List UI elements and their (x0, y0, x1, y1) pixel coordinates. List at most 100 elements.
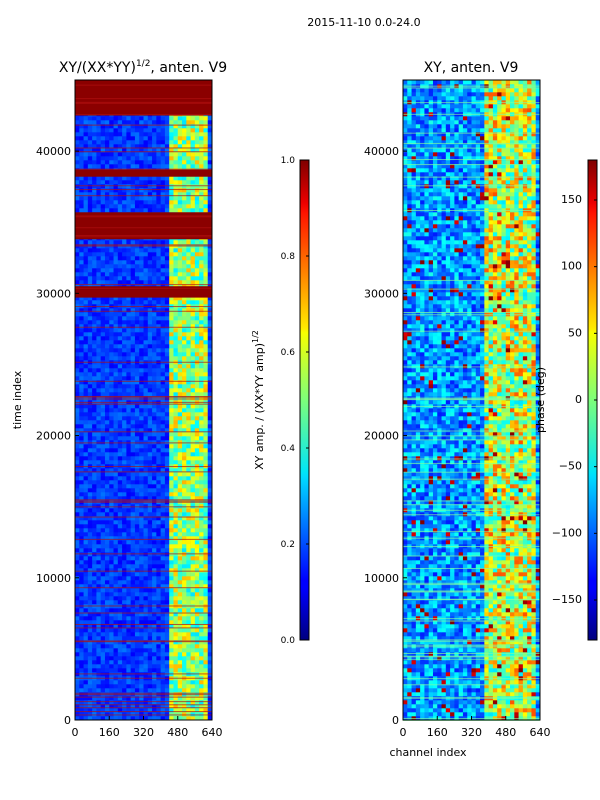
heatmap-cell (156, 680, 161, 685)
heatmap-cell (207, 296, 213, 301)
heatmap-cell (113, 372, 119, 377)
heatmap-cell (134, 176, 140, 181)
heatmap-cell (190, 352, 196, 357)
heatmap-cell (96, 248, 101, 253)
heatmap-cell (186, 252, 191, 257)
heatmap-cell (152, 516, 157, 521)
heatmap-cell (113, 532, 119, 537)
heatmap-cell (83, 332, 89, 337)
heatmap-cell (194, 308, 200, 313)
heatmap-cell (203, 452, 209, 457)
heatmap-cell (104, 680, 110, 685)
heatmap-cell (164, 416, 170, 421)
heatmap-cell (134, 324, 140, 329)
heatmap-cell (126, 608, 131, 613)
heatmap-cell (207, 324, 213, 329)
heatmap-cell (109, 336, 114, 341)
heatmap-cell (134, 652, 140, 657)
heatmap-cell (177, 328, 183, 333)
heatmap-cell (199, 380, 204, 385)
heatmap-cell (177, 484, 183, 489)
heatmap-cell (113, 704, 119, 709)
heatmap-cell (194, 276, 200, 281)
heatmap-cell (164, 688, 170, 693)
heatmap-cell (92, 120, 97, 125)
heatmap-cell (83, 416, 89, 421)
heatmap-cell (194, 644, 200, 649)
heatmap-cell (117, 520, 123, 525)
heatmap-cell (152, 688, 157, 693)
heatmap-cell (169, 368, 174, 373)
heatmap-cell (199, 392, 204, 397)
heatmap-cell (143, 200, 149, 205)
heatmap-cell (143, 164, 149, 169)
heatmap-cell (207, 656, 213, 661)
heatmap-cell (109, 164, 114, 169)
heatmap-cell (194, 608, 200, 613)
heatmap-cell (143, 432, 149, 437)
heatmap-cell (130, 528, 136, 533)
heatmap-cell (96, 456, 101, 461)
heatmap-cell (134, 116, 140, 121)
heatmap-cell (199, 200, 204, 205)
heatmap-cell (122, 188, 127, 193)
heatmap-cell (147, 532, 153, 537)
heatmap-cell (173, 568, 179, 573)
heatmap-cell (169, 548, 174, 553)
heatmap-cell (104, 592, 110, 597)
heatmap-cell (100, 352, 106, 357)
heatmap-cell (134, 704, 140, 709)
heatmap-cell (152, 120, 157, 125)
heatmap-cell (83, 508, 89, 513)
heatmap-cell (190, 428, 196, 433)
heatmap-cell (139, 128, 144, 133)
heatmap-cell (122, 712, 127, 717)
heatmap-cell (169, 636, 174, 641)
heatmap-cell (92, 680, 97, 685)
heatmap-cell (126, 684, 131, 689)
heatmap-cell (177, 592, 183, 597)
heatmap-cell (160, 680, 166, 685)
heatmap-cell (96, 148, 101, 153)
heatmap-cell (164, 200, 170, 205)
heatmap-cell (199, 160, 204, 165)
heatmap-cell (139, 536, 144, 541)
heatmap-cell (156, 492, 161, 497)
heatmap-cell (186, 152, 191, 157)
heatmap-cell (156, 408, 161, 413)
heatmap-cell (152, 384, 157, 389)
heatmap-cell (190, 544, 196, 549)
heatmap-cell (169, 536, 174, 541)
heatmap-cell (169, 660, 174, 665)
heatmap-cell (156, 520, 161, 525)
heatmap-cell (177, 444, 183, 449)
heatmap-cell (169, 460, 174, 465)
heatmap-cell (182, 504, 187, 509)
heatmap-cell (117, 660, 123, 665)
heatmap-cell (182, 140, 187, 145)
heatmap-cell (134, 620, 140, 625)
heatmap-cell (92, 516, 97, 521)
heatmap-cell (152, 532, 157, 537)
heatmap-cell (199, 376, 204, 381)
heatmap-cell (160, 164, 166, 169)
heatmap-cell (156, 364, 161, 369)
heatmap-cell (134, 340, 140, 345)
heatmap-cell (122, 660, 127, 665)
heatmap-cell (117, 704, 123, 709)
heatmap-cell (75, 276, 80, 281)
heatmap-cell (177, 152, 183, 157)
heatmap-cell (87, 164, 93, 169)
heatmap-cell (113, 540, 119, 545)
heatmap-cell (207, 556, 213, 561)
heatmap-cell (130, 392, 136, 397)
heatmap-cell (87, 624, 93, 629)
heatmap-cell (139, 164, 144, 169)
heatmap-cell (156, 272, 161, 277)
heatmap-cell (207, 560, 213, 565)
heatmap-cell (139, 692, 144, 697)
heatmap-cell (92, 180, 97, 185)
heatmap-cell (182, 612, 187, 617)
heatmap-cell (156, 240, 161, 245)
heatmap-cell (87, 504, 93, 509)
